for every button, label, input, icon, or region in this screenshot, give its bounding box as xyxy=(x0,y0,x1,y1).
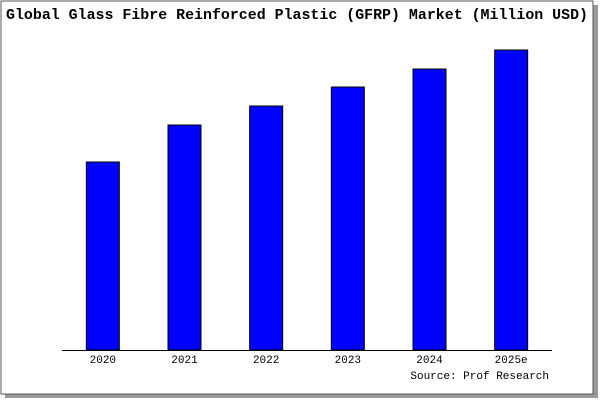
x-tick-label: 2020 xyxy=(90,355,116,367)
x-tick-label: 2024 xyxy=(416,355,443,367)
bar xyxy=(85,161,120,351)
bar xyxy=(494,49,529,351)
x-tick-label: 2025e xyxy=(495,355,528,367)
x-tick-label: 2022 xyxy=(253,355,279,367)
bar xyxy=(167,124,202,351)
bar xyxy=(249,105,284,351)
source-note: Source: Prof Research xyxy=(410,371,549,383)
x-tick-label: 2021 xyxy=(171,355,198,367)
bar xyxy=(330,86,365,351)
x-tick-label: 2023 xyxy=(335,355,361,367)
plot-area xyxy=(62,40,552,350)
chart-title: Global Glass Fibre Reinforced Plastic (G… xyxy=(6,8,588,24)
bar xyxy=(412,68,447,351)
